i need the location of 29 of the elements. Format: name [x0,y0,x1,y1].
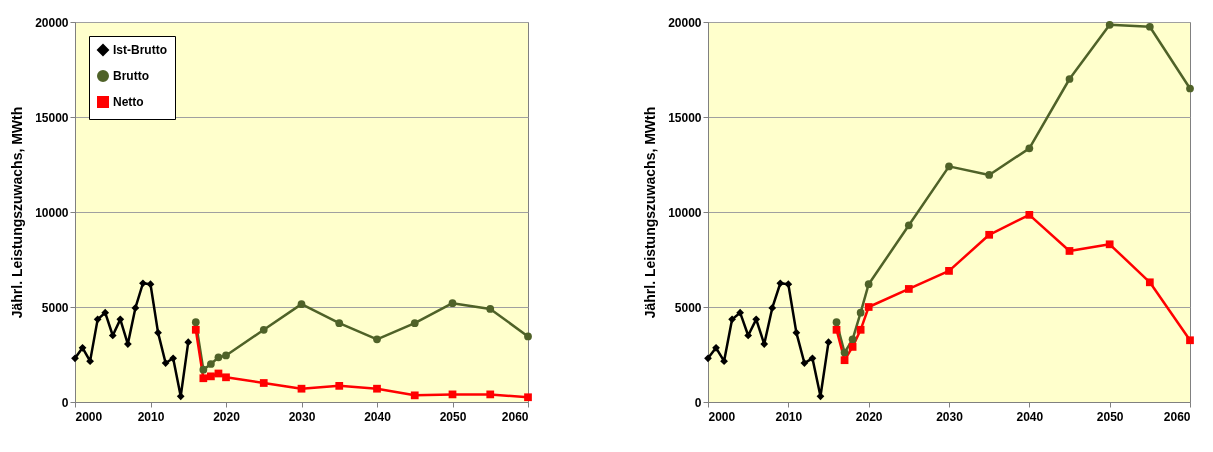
y-tick-label: 0 [694,395,702,410]
x-tick-label: 2020 [213,409,241,424]
y-tick-label: 5000 [674,300,702,315]
y-tick-label: 15000 [35,110,69,125]
x-tick-label: 2020 [855,409,883,424]
y-tick-label: 20000 [35,15,69,30]
x-tick-label: 2060 [1163,409,1191,424]
y-tick-label: 5000 [41,300,69,315]
legend-label: Ist-Brutto [113,43,167,57]
x-tick-label: 2030 [936,409,964,424]
legend-label: Netto [113,95,144,109]
y-tick-label: 15000 [668,110,702,125]
x-tick-label: 2060 [501,409,529,424]
legend-label: Brutto [113,69,149,83]
x-tick-label: 2010 [137,409,165,424]
y-tick-label: 20000 [668,15,702,30]
x-tick-label: 2010 [775,409,803,424]
x-tick-label: 2050 [439,409,467,424]
y-tick-label: 0 [61,395,69,410]
x-tick-label: 2040 [1016,409,1044,424]
y-axis-title: Jährl. Leistungszuwachs, MWth [642,106,659,319]
x-tick-label: 2000 [708,409,736,424]
x-tick-label: 2000 [75,409,103,424]
y-axis-title: Jährl. Leistungszuwachs, MWth [9,106,26,319]
y-tick-label: 10000 [35,205,69,220]
x-tick-label: 2030 [288,409,316,424]
x-tick-label: 2050 [1096,409,1124,424]
x-tick-label: 2040 [364,409,392,424]
y-tick-label: 10000 [668,205,702,220]
